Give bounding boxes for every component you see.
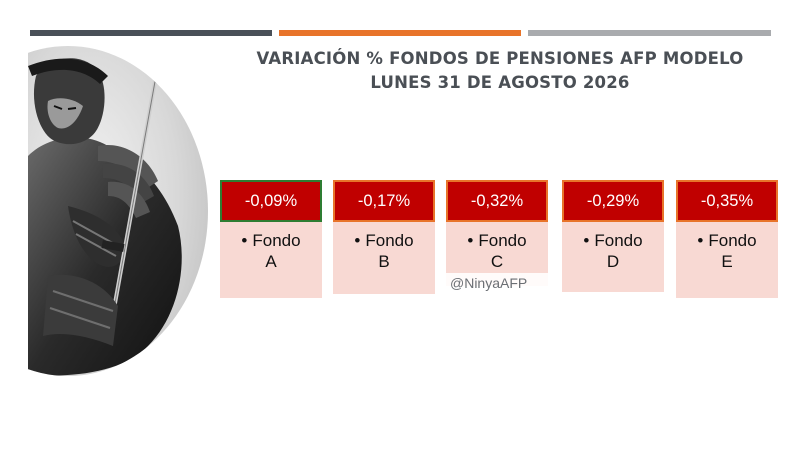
accent-bar-dark	[30, 30, 272, 36]
fund-c-word: Fondo	[446, 230, 548, 251]
watermark-handle: @NinyaAFP	[446, 273, 552, 293]
fund-card-e: -0,35% Fondo E	[676, 180, 778, 298]
fund-a-word: Fondo	[220, 230, 322, 251]
fund-c-letter: C	[490, 252, 504, 271]
fund-e-label: Fondo E	[676, 222, 778, 298]
fund-d-label: Fondo D	[562, 222, 664, 292]
fund-d-word: Fondo	[562, 230, 664, 251]
fund-e-variation: -0,35%	[676, 180, 778, 222]
page-title: VARIACIÓN % FONDOS DE PENSIONES AFP MODE…	[256, 49, 744, 68]
accent-bar-orange	[279, 30, 521, 36]
fund-card-a: -0,09% Fondo A	[220, 180, 322, 298]
fund-b-variation: -0,17%	[333, 180, 435, 222]
fund-a-variation: -0,09%	[220, 180, 322, 222]
fund-d-letter: D	[606, 252, 620, 271]
fund-c-variation: -0,32%	[446, 180, 548, 222]
fund-d-variation: -0,29%	[562, 180, 664, 222]
fund-card-b: -0,17% Fondo B	[333, 180, 435, 294]
fund-e-word: Fondo	[676, 230, 778, 251]
fund-b-letter: B	[378, 252, 390, 271]
fund-a-label: Fondo A	[220, 222, 322, 298]
page-subtitle-date: LUNES 31 DE AGOSTO 2026	[370, 73, 630, 92]
samurai-illustration	[28, 46, 208, 376]
fund-b-word: Fondo	[333, 230, 435, 251]
accent-bar-gray	[528, 30, 771, 36]
fund-e-letter: E	[721, 252, 733, 271]
fund-card-d: -0,29% Fondo D	[562, 180, 664, 292]
fund-card-c: -0,32% Fondo C	[446, 180, 548, 286]
fund-a-letter: A	[265, 252, 277, 271]
fund-b-label: Fondo B	[333, 222, 435, 294]
